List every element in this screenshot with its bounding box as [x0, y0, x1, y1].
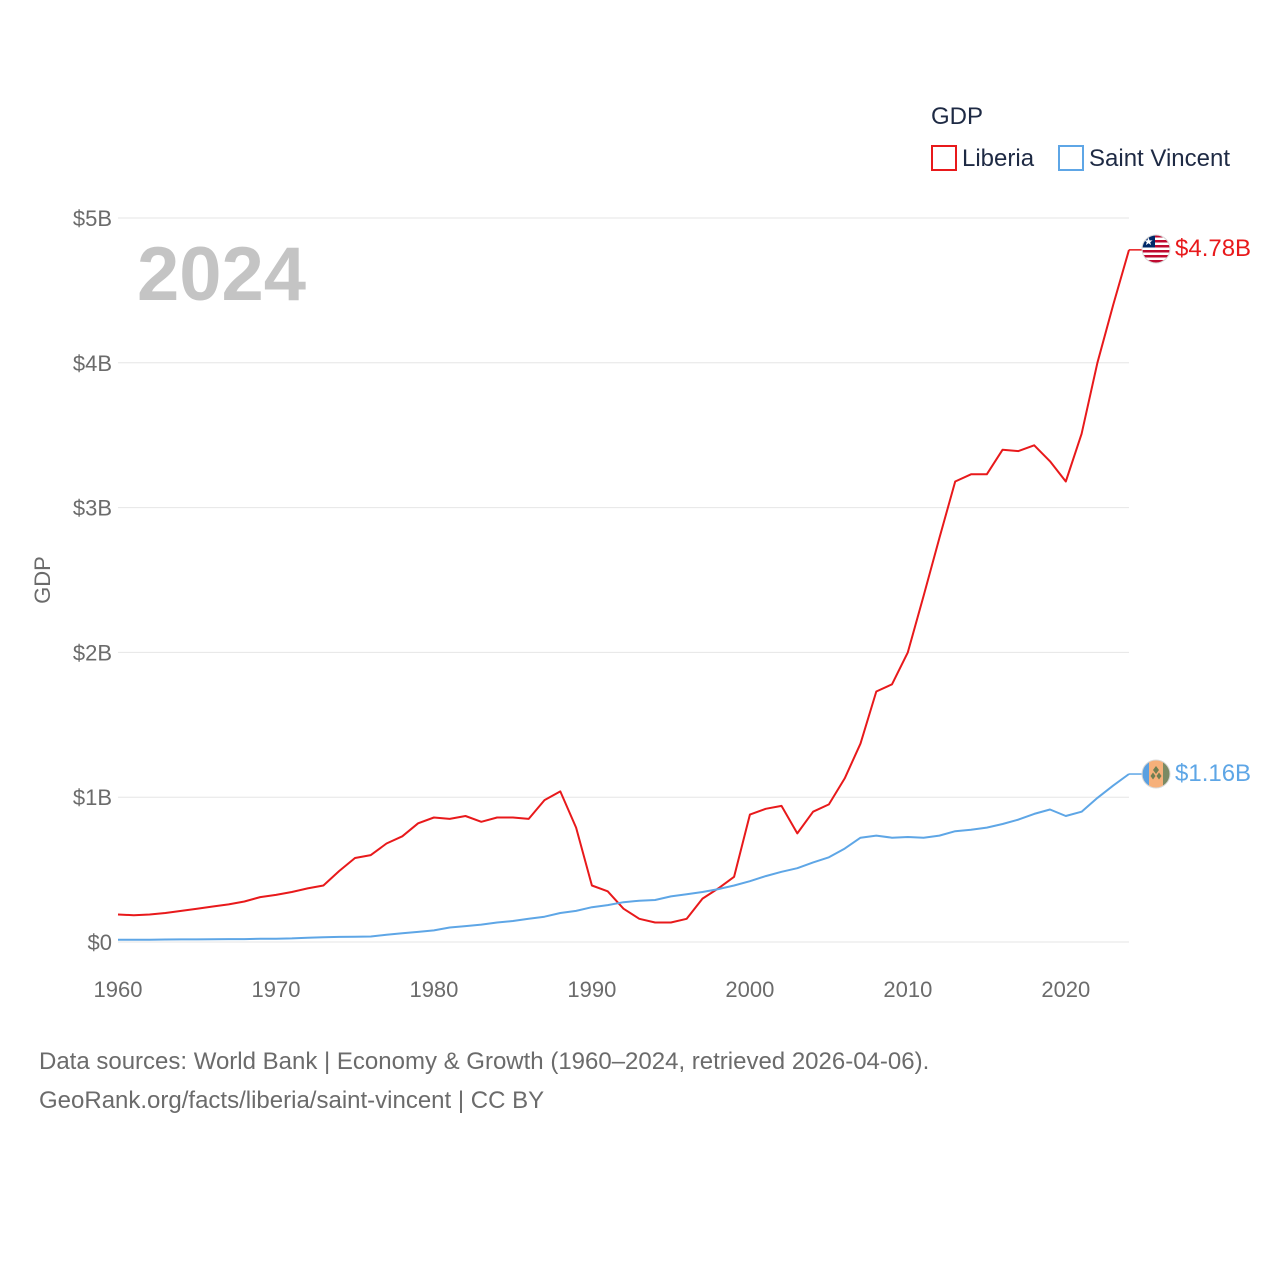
legend-swatch-liberia [931, 145, 957, 171]
y-tick-label: $5B [73, 206, 112, 231]
source-line-1: Data sources: World Bank | Economy & Gro… [39, 1048, 929, 1075]
x-tick-label: 2020 [1041, 977, 1090, 1002]
y-tick-label: $3B [73, 496, 112, 521]
y-tick-label: $4B [73, 351, 112, 376]
legend: GDP Liberia Saint Vincent [931, 103, 1230, 172]
x-tick-label: 1990 [567, 977, 616, 1002]
legend-label-liberia: Liberia [962, 145, 1035, 172]
x-tick-label: 1970 [251, 977, 300, 1002]
series-line-liberia [117, 249, 1130, 924]
y-axis-ticks: $0 $1B $2B $3B $4B $5B [73, 206, 112, 955]
x-tick-label: 1980 [409, 977, 458, 1002]
year-label: 2024 [137, 232, 306, 317]
y-axis-label: GDP [30, 556, 55, 604]
saint-vincent-flag-icon [1142, 760, 1170, 788]
legend-title: GDP [931, 103, 983, 130]
y-tick-label: $2B [73, 640, 112, 665]
x-tick-label: 2000 [725, 977, 774, 1002]
y-tick-label: $0 [88, 930, 112, 955]
y-tick-label: $1B [73, 785, 112, 810]
source-line-2: GeoRank.org/facts/liberia/saint-vincent … [39, 1087, 544, 1114]
x-tick-label: 1960 [94, 977, 143, 1002]
series-line-saint-vincent [118, 773, 1130, 941]
x-axis-ticks: 1960 1970 1980 1990 2000 2010 2020 [94, 977, 1091, 1002]
legend-swatch-saint-vincent [1058, 145, 1084, 171]
legend-label-saint-vincent: Saint Vincent [1089, 145, 1230, 172]
series-lines [117, 249, 1142, 941]
end-label-liberia: $4.78B [1175, 235, 1251, 262]
x-tick-label: 2010 [883, 977, 932, 1002]
end-label-saint-vincent: $1.16B [1175, 760, 1251, 787]
gridlines [118, 217, 1129, 943]
